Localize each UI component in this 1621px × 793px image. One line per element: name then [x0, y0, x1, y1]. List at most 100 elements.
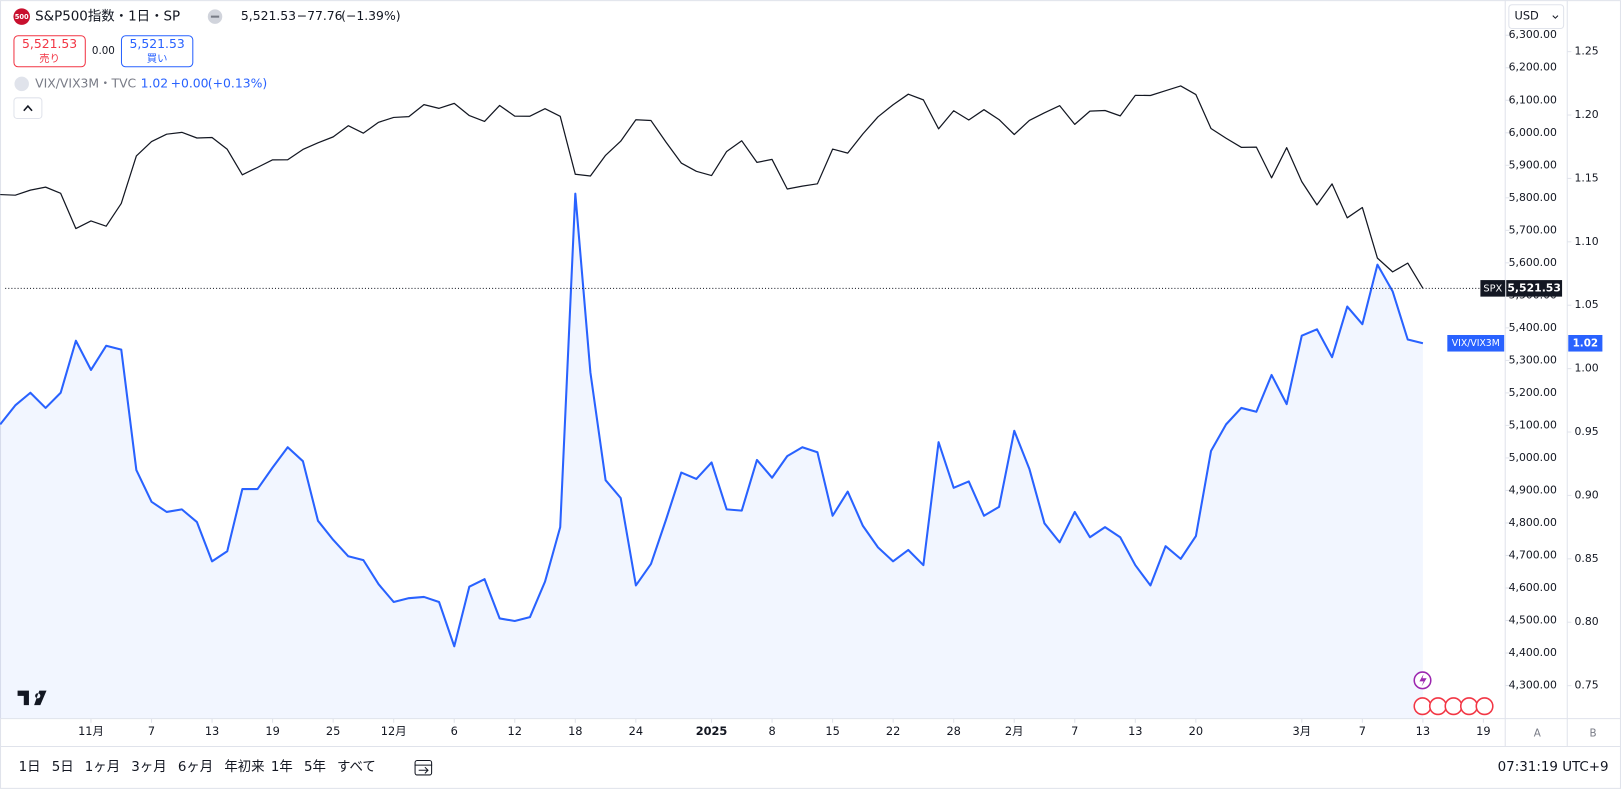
x-tick-label: 3月 [1293, 724, 1312, 738]
y2-tick-label: 0.90 [1574, 488, 1598, 501]
y2-tick-label: 0.95 [1574, 425, 1598, 438]
last-value-tag-label: 1.02 [1573, 337, 1598, 349]
y2-tick-label: 0.75 [1574, 679, 1598, 692]
y-tick-label: 4,400.00 [1509, 646, 1557, 659]
sell-button[interactable] [13, 35, 86, 68]
x-tick-label: 18 [568, 724, 582, 738]
y2-tick-label: 1.25 [1574, 45, 1598, 58]
series-name-tag-label: VIX/VIX3M [1452, 338, 1500, 349]
x-tick-label: 8 [768, 724, 775, 738]
economic-events[interactable] [1413, 697, 1494, 716]
axis-auto-button[interactable] [1530, 725, 1545, 741]
range-button[interactable]: 1ヶ月 [85, 760, 120, 775]
x-tick-label: 13 [1416, 724, 1430, 738]
last-value-tag-label: 5,521.53 [1507, 281, 1561, 294]
plot-area [0, 85, 1424, 719]
x-tick-label: 20 [1189, 724, 1203, 738]
range-toolbar: 1日 5日 1ヶ月 3ヶ月 6ヶ月 年初来 1年 5年 すべて [19, 759, 376, 775]
last-price: 5,521.53 [241, 8, 296, 23]
y-tick-label: 5,300.00 [1509, 353, 1557, 366]
symbol-title[interactable]: S&P500指数・1日・SP [35, 9, 180, 25]
axis-b-label[interactable]: B [1590, 728, 1597, 740]
x-tick-label: 6 [451, 724, 458, 738]
x-tick-label: 2月 [1005, 724, 1024, 738]
series-area [0, 193, 1423, 719]
currency-label: USD [1515, 9, 1540, 23]
range-button[interactable]: 年初来 [224, 759, 264, 775]
overlay-title[interactable]: VIX/VIX3M・TVC [35, 75, 136, 90]
x-tick-label: 19 [1476, 724, 1490, 738]
y-tick-label: 5,800.00 [1509, 191, 1557, 204]
range-button[interactable]: 5日 [52, 760, 74, 775]
y-tick-label: 5,400.00 [1509, 321, 1557, 334]
x-tick-label: 11月 [78, 724, 104, 738]
y-tick-label: 4,700.00 [1509, 548, 1557, 561]
last-value-tag [1568, 334, 1603, 352]
y2-tick-label: 1.20 [1574, 108, 1598, 121]
sell-price: 5,521.53 [22, 36, 77, 51]
series-name-tag [1447, 334, 1505, 352]
range-button[interactable]: 1日 [19, 760, 41, 775]
symbol-icon-text: 500 [15, 13, 29, 21]
x-tick-label: 24 [629, 724, 643, 738]
event-icon-bolt [1419, 674, 1427, 687]
buy-button[interactable] [120, 35, 194, 68]
last-value-tag [1506, 280, 1563, 297]
overlay-value: 1.02 [141, 75, 169, 90]
currency-select[interactable] [1508, 4, 1565, 30]
collapse-button[interactable] [13, 97, 43, 119]
date-range-icon[interactable] [414, 759, 433, 776]
range-button[interactable]: すべて [337, 759, 376, 775]
y-tick-label: 5,600.00 [1509, 256, 1557, 269]
range-button[interactable]: 5年 [304, 759, 326, 775]
y-tick-label: 6,100.00 [1509, 93, 1557, 106]
range-button[interactable]: 6ヶ月 [178, 760, 213, 775]
series-name-tag-label: SPX [1483, 283, 1502, 294]
price-change: −77.76 [297, 8, 343, 23]
currency-caret [1552, 15, 1559, 19]
x-tick-label: 13 [205, 724, 219, 738]
x-tick-label: 28 [946, 724, 960, 738]
clock: 07:31:19 UTC+9 [1498, 760, 1609, 775]
y-tick-label: 5,000.00 [1509, 451, 1557, 464]
y2-tick-label: 1.00 [1574, 362, 1598, 375]
y-tick-label: 4,900.00 [1509, 483, 1557, 496]
y2-tick-label: 0.85 [1574, 552, 1598, 565]
y2-tick-label: 1.10 [1574, 235, 1598, 248]
y2-tick-label: 1.05 [1574, 298, 1598, 311]
overlay-change-pct: (+0.13%) [208, 75, 267, 90]
x-tick-label: 15 [825, 724, 839, 738]
series-line [0, 85, 1424, 289]
y-tick-label: 6,200.00 [1509, 61, 1557, 74]
x-tick-label: 19 [265, 724, 279, 738]
range-button[interactable]: 3ヶ月 [131, 760, 166, 775]
price-change-pct: (−1.39%) [341, 8, 400, 23]
x-tick-label: 22 [886, 724, 900, 738]
x-tick-label: 12 [508, 724, 522, 738]
x-tick-label: 2025 [696, 724, 728, 738]
tv-logo [17, 690, 47, 706]
buy-label: 買い [147, 53, 168, 65]
axis-auto-label: A [1534, 728, 1541, 740]
overlay-change: +0.00 [171, 75, 209, 90]
y2-tick-label: 0.80 [1574, 615, 1598, 628]
symbol-icon [13, 8, 30, 25]
x-tick-label: 7 [1359, 724, 1366, 738]
series-line [0, 192, 1424, 648]
x-tick-label: 7 [1071, 724, 1078, 738]
buy-price: 5,521.53 [130, 36, 185, 51]
y-tick-label: 4,500.00 [1509, 614, 1557, 627]
sell-label: 売り [39, 52, 60, 65]
spread: 0.00 [92, 45, 115, 57]
y-tick-label: 6,000.00 [1509, 126, 1557, 139]
overlay-icon [14, 76, 29, 92]
y-tick-label: 4,600.00 [1509, 581, 1557, 594]
range-button[interactable]: 1年 [271, 759, 293, 775]
x-tick-label: 25 [326, 724, 340, 738]
y-tick-label: 5,700.00 [1509, 223, 1557, 236]
y-tick-label: 5,900.00 [1509, 158, 1557, 171]
x-tick-label: 12月 [381, 724, 407, 738]
y-tick-label: 5,200.00 [1509, 386, 1557, 399]
